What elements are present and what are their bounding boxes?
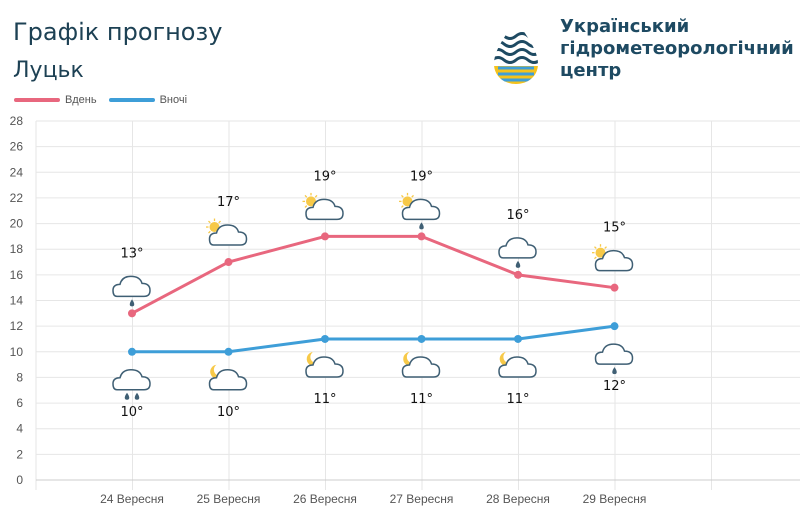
y-tick-label: 20 [10, 217, 24, 231]
city-name: Луцьк [13, 58, 84, 83]
grid [35, 120, 800, 490]
x-tick-label: 25 Вересня [197, 492, 261, 506]
y-tick-label: 0 [16, 473, 23, 487]
y-tick-label: 2 [16, 447, 23, 461]
sun-cloud-icon [592, 244, 634, 272]
day-point[interactable] [128, 309, 136, 318]
day-point[interactable] [514, 270, 522, 279]
day-temp-label: 19° [410, 169, 433, 184]
y-tick-label: 12 [10, 319, 24, 333]
y-tick-label: 18 [10, 242, 24, 256]
legend-swatch-night [108, 98, 155, 102]
chart-title: Графік прогнозу [13, 18, 223, 46]
night-point[interactable] [417, 334, 426, 343]
night-point[interactable] [224, 347, 233, 356]
legend-swatch-day [14, 98, 60, 102]
day-point[interactable] [417, 232, 426, 241]
night-temp-label: 11° [506, 392, 529, 407]
night-series-line [132, 324, 615, 354]
y-tick-label: 6 [16, 396, 23, 410]
night-temp-label: 12° [603, 379, 626, 394]
day-point[interactable] [610, 283, 619, 292]
legend: Вдень Вночі [14, 94, 199, 106]
rain-cloud-icon [498, 237, 537, 268]
night-temp-label: 10° [217, 405, 240, 420]
y-tick-label: 24 [10, 165, 24, 179]
day-point[interactable] [321, 232, 329, 241]
day-series-line [131, 234, 615, 315]
day-temp-label: 19° [313, 169, 336, 184]
legend-label-day: Вдень [65, 94, 97, 106]
x-tick-label: 28 Вересня [486, 492, 550, 506]
moon-cloud-icon [498, 351, 537, 378]
day-temp-label: 17° [217, 195, 240, 210]
day-point[interactable] [224, 258, 233, 267]
heavy-rain-cloud-icon [112, 369, 151, 400]
y-tick-label: 8 [16, 370, 23, 384]
logo-line-2: гідрометеорологічний [560, 38, 794, 59]
drop-logo-icon [494, 18, 538, 84]
x-tick-label: 29 Вересня [583, 492, 647, 506]
y-tick-label: 14 [10, 294, 24, 308]
day-temp-label: 15° [603, 221, 626, 236]
sun-cloud-icon [206, 218, 248, 246]
rain-cloud-icon [594, 343, 634, 375]
legend-item-night[interactable]: Вночі [108, 94, 188, 106]
night-point[interactable] [610, 322, 619, 331]
night-temp-label: 11° [410, 392, 433, 407]
night-point[interactable] [514, 334, 522, 343]
day-temp-label: 16° [506, 208, 529, 223]
moon-cloud-icon [401, 351, 441, 378]
y-tick-label: 10 [10, 345, 24, 359]
ukrhydrometcenter-logo: Український гідрометеорологічний центр [494, 14, 800, 86]
moon-cloud-icon [305, 351, 344, 378]
logo-text: Український гідрометеорологічний центр [560, 16, 794, 82]
moon-cloud-icon [208, 364, 248, 391]
night-point[interactable] [128, 347, 136, 356]
x-tick-label: 24 Вересня [100, 492, 164, 506]
y-tick-label: 26 [10, 140, 24, 154]
night-temp-label: 11° [313, 392, 336, 407]
x-tick-label: 26 Вересня [293, 492, 357, 506]
legend-item-day[interactable]: Вдень [14, 94, 97, 106]
y-tick-label: 4 [16, 422, 23, 436]
night-point[interactable] [321, 334, 329, 343]
y-tick-label: 22 [10, 191, 24, 205]
night-temp-label: 10° [120, 405, 143, 420]
logo-line-3: центр [560, 60, 622, 81]
logo-line-1: Український [560, 16, 690, 37]
sun-cloud-icon [302, 192, 344, 221]
rain-cloud-icon [112, 275, 151, 307]
y-tick-label: 28 [10, 114, 24, 128]
y-tick-label: 16 [10, 268, 24, 282]
sun-cloud-rain-icon [399, 192, 441, 230]
day-temp-label: 13° [120, 246, 143, 261]
x-tick-label: 27 Вересня [390, 492, 454, 506]
legend-label-night: Вночі [159, 94, 188, 106]
